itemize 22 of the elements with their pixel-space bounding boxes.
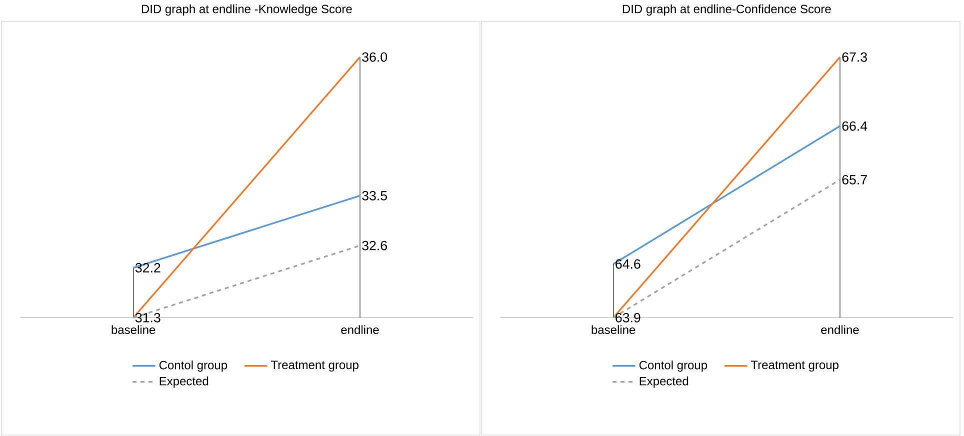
legend-label: Expected xyxy=(160,376,208,388)
legend-label: Contol group xyxy=(639,360,708,372)
data-label: 65.7 xyxy=(842,174,867,184)
legend-label: Treatment group xyxy=(270,360,358,372)
legend-label: Treatment group xyxy=(750,360,838,372)
data-label: 67.3 xyxy=(842,52,867,62)
legend-label: Expected xyxy=(640,376,688,388)
chart-title: DID graph at endline -Knowledge Score xyxy=(142,4,352,16)
x-tick-label: baseline xyxy=(112,325,156,334)
data-label: 33.5 xyxy=(362,190,387,200)
data-label: 36.0 xyxy=(362,52,388,62)
data-label: 64.6 xyxy=(616,259,640,269)
x-tick-label: baseline xyxy=(592,325,636,334)
data-label: 32.6 xyxy=(362,240,387,250)
x-tick-label: endline xyxy=(821,325,859,334)
data-label: 66.4 xyxy=(842,121,868,131)
data-label: 32.2 xyxy=(135,262,160,272)
data-label: 63.9 xyxy=(616,312,640,322)
data-label: 31.3 xyxy=(135,312,160,322)
chart-title: DID graph at endline-Confidence Score xyxy=(622,4,831,16)
legend-label: Contol group xyxy=(159,360,228,372)
x-tick-label: endline xyxy=(341,325,379,334)
